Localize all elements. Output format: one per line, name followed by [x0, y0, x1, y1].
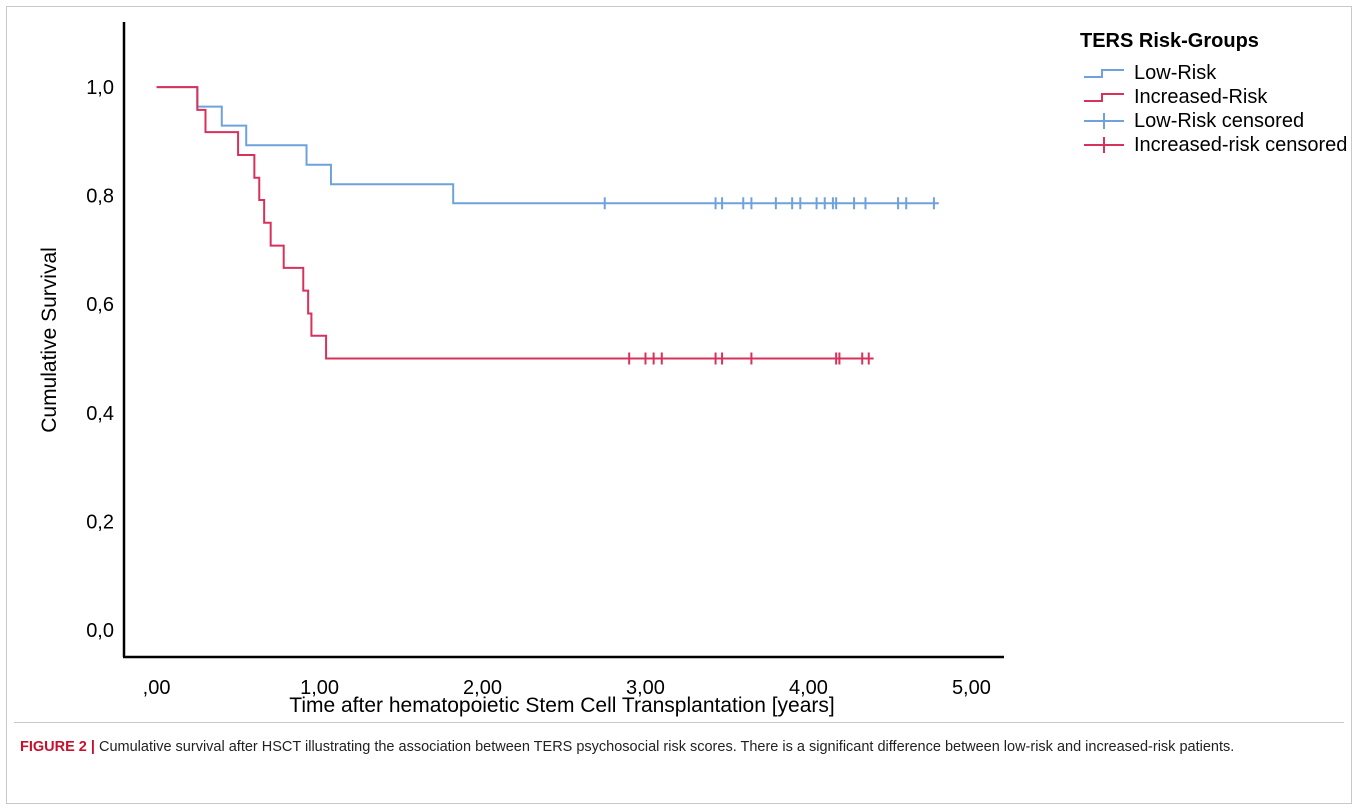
censor-mark-swatch: [1084, 137, 1124, 153]
step-line-swatch: [1084, 93, 1124, 102]
x-axis-label: Time after hematopoietic Stem Cell Trans…: [289, 694, 834, 717]
plot-axes: [122, 22, 1004, 659]
series-layer: [156, 86, 939, 365]
legend-item-increased-risk-censored: Increased-risk censored: [1080, 133, 1347, 157]
legend-item-label: Increased-Risk: [1134, 85, 1268, 108]
km-plot: ,00 1,00 2,00 3,00 4,00 5,00 0,0 0,2 0,4 0,6 0,8 1,…: [38, 22, 1004, 717]
y-tick-label: 0,8: [86, 186, 114, 208]
figure-caption: FIGURE 2 | Cumulative survival after HSC…: [20, 736, 1340, 759]
legend-item-label: Low-Risk censored: [1134, 109, 1305, 132]
x-tick-label: 2,00: [463, 677, 502, 699]
y-axis-label: Cumulative Survival: [38, 247, 61, 433]
legend-item-label: Increased-risk censored: [1134, 133, 1348, 156]
increased-risk-step-line: [156, 86, 874, 360]
x-tick-label: 5,00: [952, 677, 991, 699]
step-line-swatch: [1084, 69, 1124, 78]
caption-text: Cumulative survival after HSCT illustrat…: [94, 739, 1235, 755]
x-tick-label: 3,00: [626, 677, 665, 699]
legend: TERS Risk-Groups Low-Risk Increased-Risk L…: [1080, 30, 1347, 157]
legend-title: TERS Risk-Groups: [1080, 30, 1259, 52]
y-tick-label: 0,2: [86, 511, 114, 533]
legend-item-increased-risk: Increased-Risk: [1080, 85, 1347, 109]
legend-item-low-risk: Low-Risk: [1080, 61, 1347, 85]
caption-divider: [14, 722, 1344, 723]
figure-frame: [6, 6, 1352, 804]
legend-items: Low-Risk Increased-Risk Low-Risk censored I…: [1080, 61, 1347, 157]
y-tick-label: 0,6: [86, 294, 114, 316]
y-tick-label: 0,4: [86, 403, 114, 425]
low-risk-step-line: [156, 86, 939, 205]
caption-label: FIGURE 2 |: [20, 739, 95, 755]
tick-labels: ,00 1,00 2,00 3,00 4,00 5,00 0,0 0,2 0,4 0,6 0,8 1,…: [86, 77, 991, 699]
y-tick-label: 1,0: [86, 77, 114, 99]
y-tick-label: 0,0: [86, 620, 114, 642]
x-tick-label: 4,00: [789, 677, 828, 699]
legend-item-low-risk-censored: Low-Risk censored: [1080, 109, 1347, 133]
legend-item-label: Low-Risk: [1134, 61, 1217, 84]
censor-mark-swatch: [1084, 113, 1124, 129]
x-tick-label: ,00: [143, 677, 171, 699]
x-tick-label: 1,00: [300, 677, 339, 699]
